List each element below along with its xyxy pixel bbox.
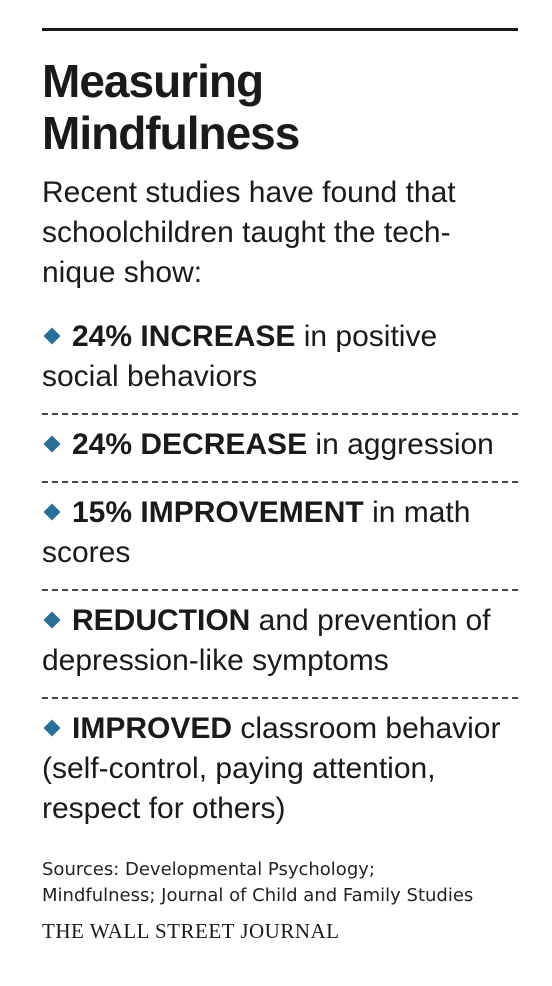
- sources-line-1: Sources: Developmental Psychology;: [42, 859, 375, 880]
- finding-item: 24% INCREASE in positive social behavior…: [42, 307, 518, 415]
- findings-list: 24% INCREASE in positive social behavior…: [42, 307, 518, 845]
- diamond-bullet-icon: [43, 435, 61, 453]
- finding-highlight: 24% INCREASE: [72, 320, 296, 353]
- diamond-bullet-icon: [43, 503, 61, 521]
- finding-item: IMPROVED classroom behavior (self-contro…: [42, 699, 518, 845]
- finding-text: in math scores: [42, 496, 471, 569]
- finding-text: in positive social behaviors: [42, 320, 438, 393]
- diamond-bullet-icon: [43, 611, 61, 629]
- finding-item: 24% DECREASE in aggression: [42, 415, 518, 483]
- intro-text: Recent studies have found that schoolchi…: [42, 176, 456, 289]
- finding-highlight: 15% IMPROVEMENT: [72, 496, 364, 529]
- finding-highlight: 24% DECREASE: [72, 428, 308, 461]
- finding-text: and prevention of depression-like sympto…: [42, 604, 491, 677]
- finding-text: in aggression: [307, 428, 494, 461]
- infographic-card: Measuring Mindfulness Recent studies have…: [42, 28, 518, 944]
- finding-highlight: REDUCTION: [72, 604, 251, 637]
- diamond-bullet-icon: [43, 719, 61, 737]
- title-line-2: Mindfulness: [42, 107, 300, 159]
- top-rule: [42, 28, 518, 31]
- sources-note: Sources: Developmental Psychology; Mindf…: [42, 857, 518, 909]
- finding-item: REDUCTION and prevention of depression-l…: [42, 591, 518, 699]
- title-line-1: Measuring: [42, 55, 264, 107]
- sources-line-2: Mindfulness; Journal of Child and Family…: [42, 885, 474, 906]
- finding-item: 15% IMPROVEMENT in math scores: [42, 483, 518, 591]
- diamond-bullet-icon: [43, 327, 61, 345]
- page-title: Measuring Mindfulness: [42, 55, 518, 159]
- finding-highlight: IMPROVED: [72, 712, 233, 745]
- finding-text: classroom behavior (self-control, paying…: [42, 712, 501, 825]
- publisher-logo: THE WALL STREET JOURNAL: [42, 919, 340, 943]
